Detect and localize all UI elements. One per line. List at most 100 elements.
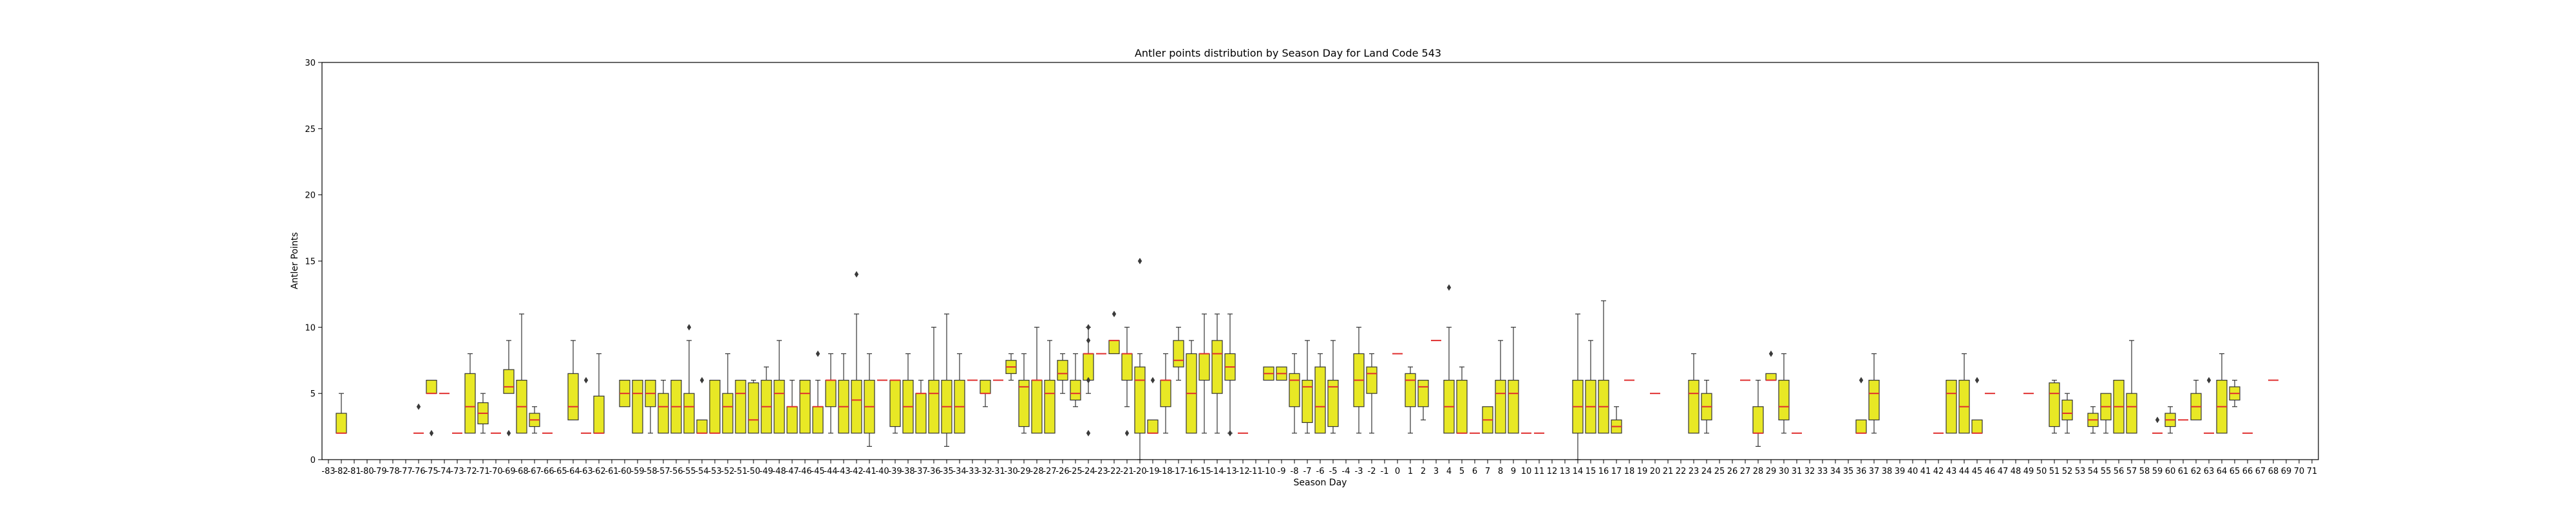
box-iqr bbox=[1289, 373, 1300, 407]
x-tick-label: -61 bbox=[605, 467, 618, 476]
x-tick-label: 17 bbox=[1611, 467, 1622, 476]
box-plot-day-59 bbox=[2152, 417, 2163, 434]
box-plot-day-52 bbox=[2061, 393, 2073, 434]
x-tick-label: 48 bbox=[2011, 467, 2022, 476]
box-plot-day--62 bbox=[593, 353, 605, 434]
x-tick-label: -42 bbox=[849, 467, 863, 476]
x-tick-label: -54 bbox=[695, 467, 708, 476]
box-plot-day--68 bbox=[516, 314, 527, 434]
x-tick-label: -11 bbox=[1249, 467, 1262, 476]
box-plot-day--14 bbox=[1211, 314, 1223, 434]
box-iqr bbox=[825, 379, 837, 407]
x-tick-label: -73 bbox=[450, 467, 464, 476]
x-tick-label: -37 bbox=[914, 467, 927, 476]
x-tick-label: 4 bbox=[1446, 467, 1452, 476]
x-tick-label: -58 bbox=[643, 467, 657, 476]
x-tick-label: 38 bbox=[1882, 467, 1893, 476]
box-plot-day-44 bbox=[1958, 353, 1970, 434]
box-iqr bbox=[1688, 379, 1700, 434]
box-plot-day-64 bbox=[2216, 353, 2228, 434]
x-tick-label: -39 bbox=[888, 467, 902, 476]
x-tick-label: 11 bbox=[1534, 467, 1545, 476]
x-tick-label: -24 bbox=[1081, 467, 1095, 476]
box-plot-day-56 bbox=[2113, 379, 2125, 434]
x-tick-label: 62 bbox=[2191, 467, 2202, 476]
outlier-point bbox=[687, 324, 692, 331]
box-plot-day--16 bbox=[1186, 340, 1197, 434]
x-tick-label: 3 bbox=[1434, 467, 1439, 476]
box-iqr bbox=[1778, 379, 1790, 420]
box-plot-day--52 bbox=[722, 353, 734, 434]
box-plot-day--46 bbox=[799, 379, 811, 434]
box-iqr bbox=[1752, 406, 1764, 434]
x-tick-label: 23 bbox=[1689, 467, 1700, 476]
x-tick-label: 64 bbox=[2217, 467, 2228, 476]
x-tick-label: 6 bbox=[1472, 467, 1477, 476]
x-tick-label: 25 bbox=[1714, 467, 1725, 476]
box-plot-day--3 bbox=[1353, 326, 1365, 434]
box-plot-day--20 bbox=[1134, 258, 1146, 460]
box-plot-day--75 bbox=[426, 379, 437, 436]
box-iqr bbox=[1765, 373, 1777, 381]
box-plot-day-54 bbox=[2087, 406, 2099, 434]
x-tick-label: -48 bbox=[772, 467, 786, 476]
box-iqr bbox=[1173, 340, 1184, 368]
x-tick-label: -6 bbox=[1316, 467, 1325, 476]
box-plot-day--67 bbox=[529, 406, 540, 434]
box-plot-day--24 bbox=[1083, 324, 1094, 436]
x-tick-label: 7 bbox=[1485, 467, 1490, 476]
x-tick-label: -46 bbox=[798, 467, 811, 476]
box-iqr bbox=[1083, 353, 1094, 381]
x-tick-label: -82 bbox=[334, 467, 348, 476]
box-iqr bbox=[889, 379, 901, 427]
box-plot-day--48 bbox=[773, 340, 785, 434]
x-tick-label: 19 bbox=[1637, 467, 1648, 476]
x-tick-label: 44 bbox=[1959, 467, 1970, 476]
x-tick-label: 35 bbox=[1843, 467, 1854, 476]
x-tick-label: 26 bbox=[1727, 467, 1738, 476]
box-iqr bbox=[1134, 366, 1146, 434]
x-tick-label: -27 bbox=[1043, 467, 1056, 476]
x-tick-label: -21 bbox=[1120, 467, 1133, 476]
box-plot-day--56 bbox=[670, 379, 682, 434]
box-plot-day--60 bbox=[619, 379, 630, 407]
x-tick-label: -38 bbox=[901, 467, 914, 476]
box-iqr bbox=[1108, 340, 1120, 355]
box-plot-day-65 bbox=[2229, 379, 2240, 407]
x-tick-label: -49 bbox=[759, 467, 773, 476]
x-tick-label: -20 bbox=[1133, 467, 1146, 476]
x-tick-label: 8 bbox=[1498, 467, 1503, 476]
x-tick-label: -44 bbox=[824, 467, 837, 476]
x-tick-label: 34 bbox=[1830, 467, 1841, 476]
box-iqr bbox=[1327, 379, 1339, 427]
x-tick-label: 60 bbox=[2165, 467, 2176, 476]
x-tick-label: 31 bbox=[1792, 467, 1803, 476]
box-plot-day--26 bbox=[1057, 353, 1068, 394]
x-tick-label: 71 bbox=[2307, 467, 2318, 476]
x-tick-label: -35 bbox=[940, 467, 953, 476]
outlier-point bbox=[1086, 337, 1091, 344]
x-tick-label: -25 bbox=[1068, 467, 1082, 476]
x-tick-label: 24 bbox=[1701, 467, 1712, 476]
box-plot-day-5 bbox=[1456, 366, 1468, 434]
y-tick-label: 30 bbox=[305, 59, 316, 68]
box-plot-day--30 bbox=[1005, 353, 1017, 381]
box-iqr bbox=[709, 379, 721, 434]
x-tick-label: 56 bbox=[2114, 467, 2125, 476]
x-tick-label: -5 bbox=[1329, 467, 1338, 476]
plot-frame bbox=[321, 62, 2319, 460]
x-tick-label: 58 bbox=[2139, 467, 2150, 476]
box-iqr bbox=[1508, 379, 1519, 434]
x-tick-label: -4 bbox=[1342, 467, 1350, 476]
x-tick-label: 45 bbox=[1972, 467, 1983, 476]
x-tick-label: 27 bbox=[1740, 467, 1751, 476]
box-iqr bbox=[2061, 399, 2073, 420]
x-tick-label: 40 bbox=[1908, 467, 1918, 476]
box-plot-day--22 bbox=[1108, 310, 1120, 355]
box-plot-day--7 bbox=[1302, 340, 1313, 434]
box-iqr bbox=[786, 406, 798, 434]
box-iqr bbox=[1057, 360, 1068, 381]
box-plot-day--19 bbox=[1147, 377, 1159, 434]
box-iqr bbox=[632, 379, 643, 434]
